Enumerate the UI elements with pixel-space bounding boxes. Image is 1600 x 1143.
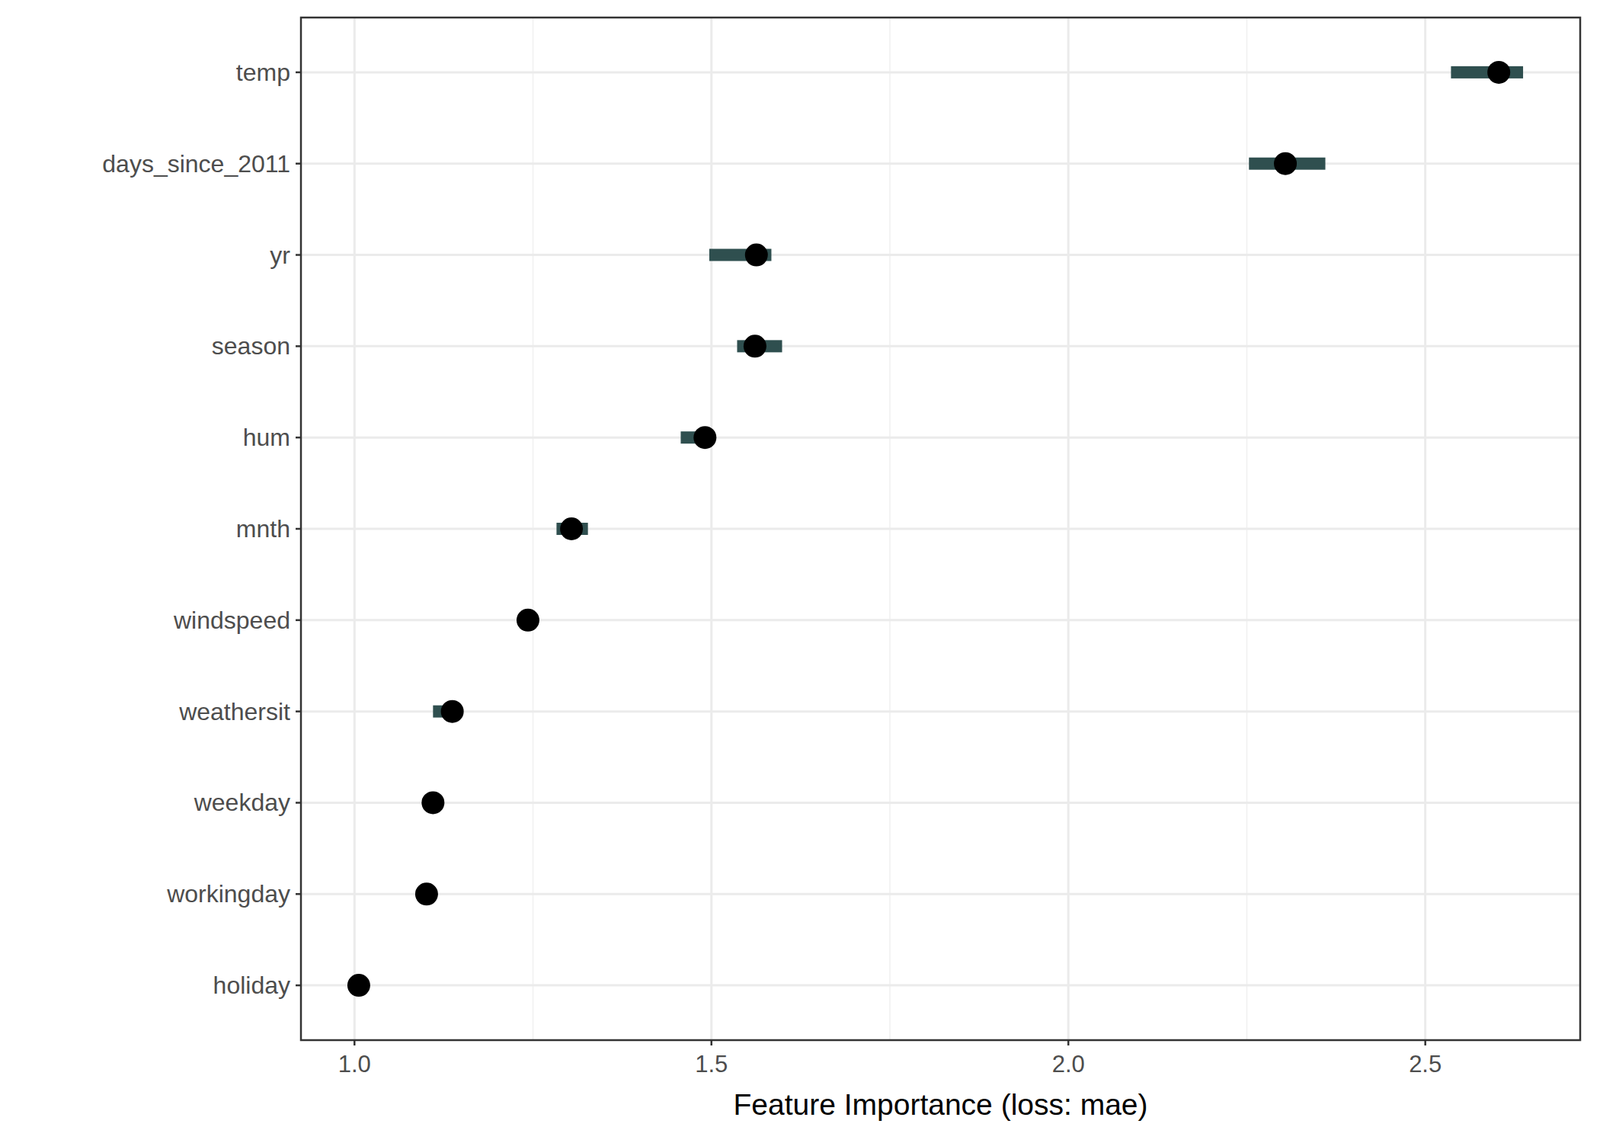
y-tick-label: mnth xyxy=(236,515,291,543)
category-grid xyxy=(300,253,1581,256)
category-grid xyxy=(300,162,1581,165)
chart: 1.0 1.5 2.0 2.5 temp days_since_2011yr season h… xyxy=(0,0,1600,1143)
x-tick xyxy=(1067,1040,1070,1046)
y-tick xyxy=(295,253,301,256)
category-grid xyxy=(300,618,1581,621)
category-grid xyxy=(300,984,1581,987)
point xyxy=(1273,152,1297,176)
y-tick-label: windspeed xyxy=(172,606,291,634)
point xyxy=(560,517,583,541)
y-tick xyxy=(295,436,301,439)
category-grid xyxy=(300,70,1581,74)
x-tick xyxy=(710,1040,713,1046)
y-tick-label: season xyxy=(211,332,291,360)
y-tick xyxy=(295,345,301,348)
category-grid xyxy=(300,528,1581,531)
category-grid xyxy=(300,436,1581,439)
plot-background xyxy=(300,17,1581,1040)
point xyxy=(1487,60,1511,84)
category-grid xyxy=(300,892,1581,896)
x-tick-label: 1.5 xyxy=(694,1050,728,1078)
x-tick-label: 2.5 xyxy=(1408,1050,1442,1078)
point xyxy=(441,700,464,724)
category-grid xyxy=(300,345,1581,348)
y-tick xyxy=(295,892,301,896)
category-grid xyxy=(300,710,1581,713)
point xyxy=(693,425,717,449)
y-tick xyxy=(295,801,301,804)
y-tick-label: workingday xyxy=(166,880,291,908)
x-tick-label: 2.0 xyxy=(1052,1050,1085,1078)
y-tick-label: weekday xyxy=(193,788,291,816)
interval xyxy=(1450,66,1524,79)
point xyxy=(421,790,445,814)
point xyxy=(415,882,439,906)
y-tick-label: temp xyxy=(236,58,291,87)
y-tick xyxy=(295,710,301,713)
y-tick-label: hum xyxy=(243,423,291,452)
y-tick-label: holiday xyxy=(213,971,291,999)
y-tick xyxy=(295,619,301,622)
y-tick xyxy=(295,162,301,165)
x-tick xyxy=(1424,1040,1427,1046)
marks xyxy=(347,60,1524,997)
y-tick xyxy=(295,71,301,74)
point xyxy=(743,334,767,358)
category-grid xyxy=(300,801,1581,804)
y-tick-label: days_since_2011 xyxy=(102,150,291,178)
y-tick xyxy=(295,528,301,531)
y-tick xyxy=(295,984,301,987)
y-tick-label: yr xyxy=(269,241,291,269)
x-tick-label: 1.0 xyxy=(338,1050,372,1078)
x-tick xyxy=(353,1040,356,1046)
point xyxy=(516,608,540,632)
panel-border xyxy=(300,17,1581,1040)
point xyxy=(347,973,371,997)
y-tick-label: weathersit xyxy=(178,697,291,726)
x-axis-label: Feature Importance (loss: mae) xyxy=(732,1088,1148,1121)
point xyxy=(745,243,768,267)
